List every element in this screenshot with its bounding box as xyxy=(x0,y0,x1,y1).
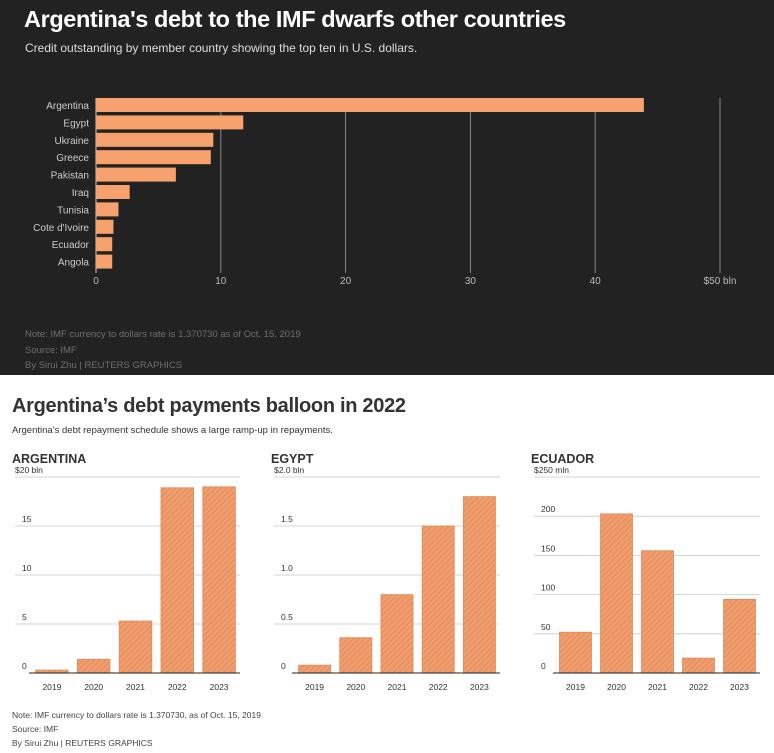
bar xyxy=(96,237,113,252)
y-tick-label: 200 xyxy=(541,504,555,514)
y-tick-label: 0 xyxy=(541,661,546,671)
x-tick-label: 0 xyxy=(93,276,99,287)
x-tick-label: 2022 xyxy=(429,682,448,692)
y-tick-label: 0 xyxy=(281,661,286,671)
horizontal-bar-chart: 0 10 20 30 40 $50 bln Argentina Egypt Ukraine Gre… xyxy=(33,98,737,287)
x-tick-label: 2023 xyxy=(210,682,229,692)
x-tick-label: 2021 xyxy=(126,682,145,692)
category-label: Argentina xyxy=(46,101,89,112)
bar xyxy=(641,550,674,674)
x-tick-label: 2022 xyxy=(168,682,187,692)
y-tick-label: 1.5 xyxy=(281,514,293,524)
small-multiples-bar-charts: ARGENTINA 0 5 10 15 $20 bln 2019 2020 2021 2022 20… xyxy=(12,452,760,692)
bottom-byline: By Sirui Zhu | REUTERS GRAPHICS xyxy=(12,738,153,748)
y-tick-label: 100 xyxy=(541,583,555,593)
bar xyxy=(682,657,715,674)
top-chart-subtitle: Credit outstanding by member country sho… xyxy=(25,41,418,55)
bar xyxy=(202,486,236,674)
category-label: Ecuador xyxy=(52,240,90,251)
top-source: Source: IMF xyxy=(25,345,77,356)
bar xyxy=(421,525,455,674)
bar xyxy=(96,219,114,234)
top-chart-title: Argentina's debt to the IMF dwarfs other… xyxy=(24,6,566,32)
bar xyxy=(462,496,496,674)
bar xyxy=(339,637,373,674)
x-tick-label: 2019 xyxy=(566,682,585,692)
y-tick-label: 10 xyxy=(22,563,32,573)
bar xyxy=(96,98,644,112)
y-tick-label: 50 xyxy=(541,622,551,632)
y-tick-label: 5 xyxy=(22,612,27,622)
y-tick-label: $20 bln xyxy=(15,465,43,475)
y-tick-label: 0.5 xyxy=(281,612,293,622)
x-tick-label: 2022 xyxy=(689,682,708,692)
bar xyxy=(600,513,633,674)
category-label: Greece xyxy=(56,153,89,164)
x-tick-label: 2020 xyxy=(607,682,626,692)
x-tick-label: 10 xyxy=(215,276,227,287)
category-label: Angola xyxy=(58,258,90,269)
category-label: Egypt xyxy=(63,118,89,129)
bar xyxy=(96,132,214,147)
bar xyxy=(160,487,195,674)
bottom-note: Note: IMF currency to dollars rate is 1.… xyxy=(12,710,261,720)
x-tick-label: 30 xyxy=(465,276,477,287)
top-panel: Argentina's debt to the IMF dwarfs other… xyxy=(0,0,774,375)
y-tick-label: 150 xyxy=(541,543,555,553)
y-tick-label: $2.0 bln xyxy=(274,465,305,475)
category-label: Cote d'Ivoire xyxy=(33,223,89,234)
panel-title: ECUADOR xyxy=(531,452,594,466)
bar xyxy=(96,202,119,217)
x-tick-label: 2019 xyxy=(42,682,61,692)
y-tick-label: $250 mln xyxy=(534,465,569,475)
bar xyxy=(559,631,592,674)
bar xyxy=(96,185,130,199)
x-tick-label: 20 xyxy=(340,276,352,287)
category-label: Ukraine xyxy=(55,136,90,147)
bar xyxy=(76,658,111,674)
x-tick-label: 40 xyxy=(590,276,602,287)
bottom-chart-subtitle: Argentina’s debt repayment schedule show… xyxy=(12,425,333,436)
bar xyxy=(96,167,176,182)
x-tick-label: 2023 xyxy=(730,682,749,692)
category-label: Tunisia xyxy=(57,205,89,216)
bar xyxy=(380,594,414,674)
bar xyxy=(298,664,332,674)
bottom-source: Source: IMF xyxy=(12,724,59,734)
bar xyxy=(118,620,153,674)
bottom-chart-title: Argentina’s debt payments balloon in 202… xyxy=(12,395,406,417)
y-tick-label: 15 xyxy=(22,514,32,524)
top-note: Note: IMF currency to dollars rate is 1.… xyxy=(25,329,301,340)
x-tick-label: 2023 xyxy=(470,682,489,692)
y-tick-label: 0 xyxy=(22,661,27,671)
x-tick-label: 2019 xyxy=(305,682,324,692)
x-tick-label: 2021 xyxy=(648,682,667,692)
x-tick-label: $50 bln xyxy=(704,276,737,287)
bar xyxy=(96,150,211,165)
panel-title: ARGENTINA xyxy=(12,452,86,466)
bottom-panel: Argentina’s debt payments balloon in 202… xyxy=(0,375,774,753)
bar xyxy=(96,254,113,269)
bar xyxy=(723,598,756,674)
x-tick-label: 2020 xyxy=(84,682,103,692)
y-tick-label: 1.0 xyxy=(281,563,293,573)
panel-title: EGYPT xyxy=(271,452,314,466)
bar xyxy=(96,115,244,130)
top-byline: By Sirui Zhu | REUTERS GRAPHICS xyxy=(25,360,183,371)
category-label: Pakistan xyxy=(51,171,89,182)
category-label: Iraq xyxy=(72,188,89,199)
x-tick-label: 2020 xyxy=(346,682,365,692)
x-tick-label: 2021 xyxy=(388,682,407,692)
